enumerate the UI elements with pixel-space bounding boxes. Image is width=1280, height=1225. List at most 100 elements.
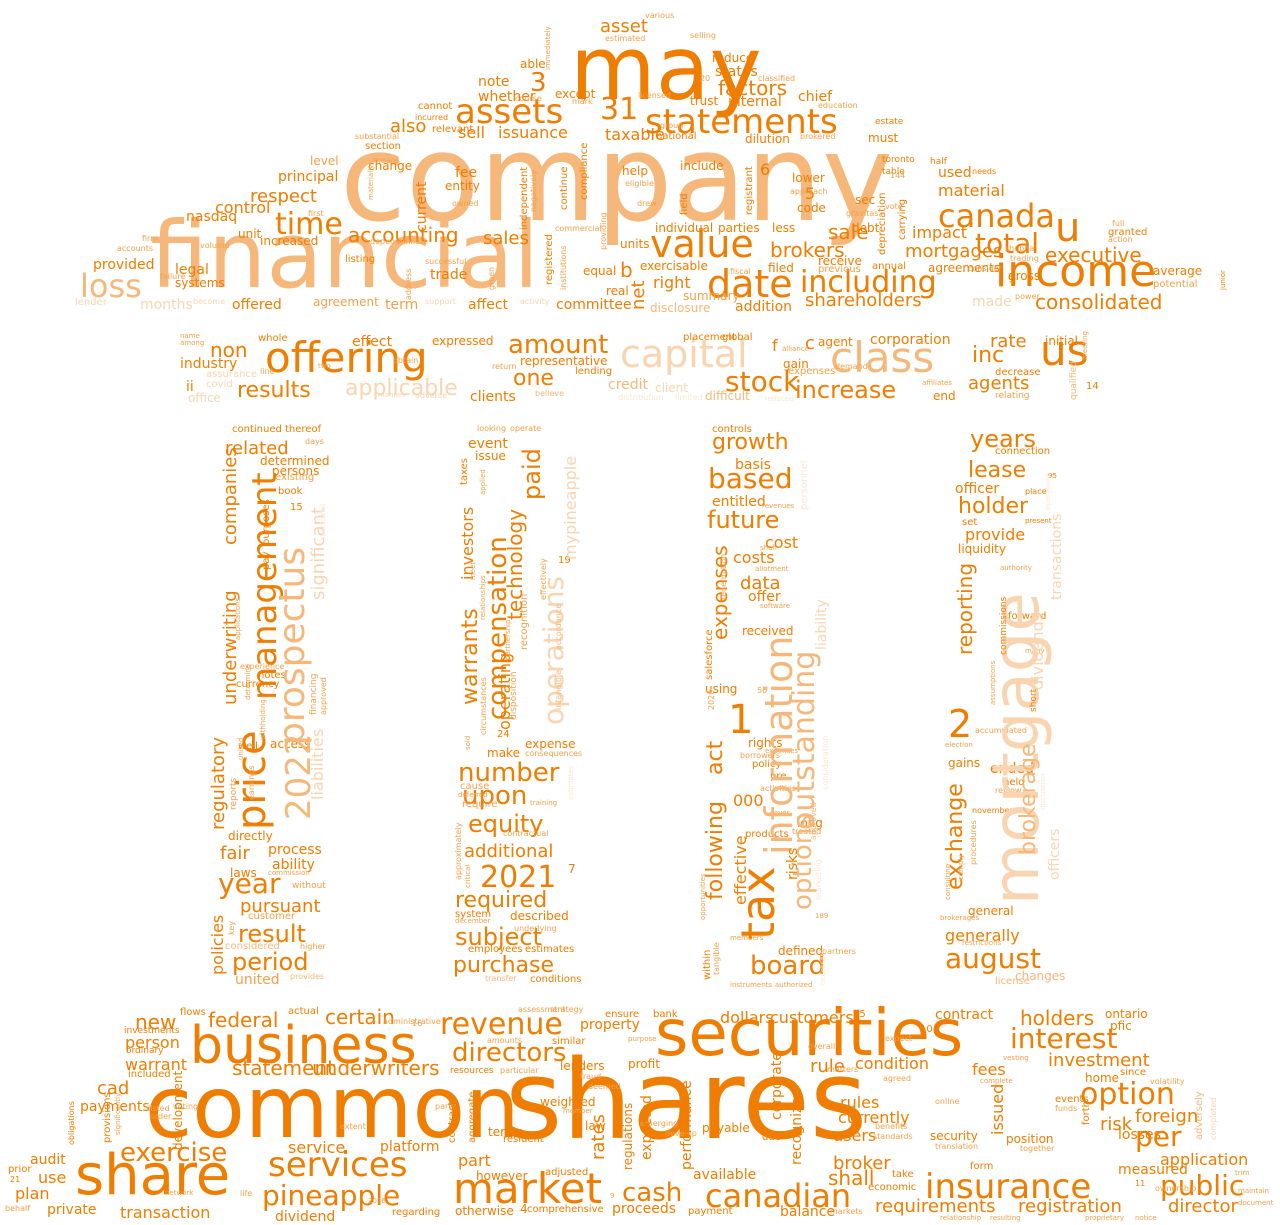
cloud-word: long [797, 816, 823, 830]
cloud-word: allotment [755, 565, 789, 573]
cloud-word: rates [588, 1114, 609, 1160]
cloud-word: demand [835, 362, 868, 371]
cloud-word: successful [319, 503, 327, 540]
cloud-word: rate [990, 331, 1027, 352]
cloud-word: risks [785, 847, 801, 880]
cloud-word: salesforce [704, 629, 715, 680]
cloud-word: years [970, 425, 1037, 453]
cloud-word: online [935, 1097, 960, 1106]
cloud-word: shah [760, 544, 777, 552]
cloud-word: authority [1000, 564, 1032, 572]
cloud-word: fiscal [730, 267, 751, 276]
cloud-word: notes [258, 670, 286, 681]
cloud-word: annual [872, 261, 907, 272]
cloud-word: code [797, 201, 826, 215]
cloud-word: redemption [719, 553, 728, 600]
cloud-word: note [478, 74, 510, 90]
cloud-word: described [510, 909, 569, 923]
cloud-word: offering [265, 333, 428, 382]
cloud-word: conditions [530, 974, 582, 985]
cloud-word: condition [855, 1054, 929, 1073]
cloud-word: 2 [948, 702, 973, 746]
cloud-word: sell [458, 123, 486, 142]
cloud-word: 5 [805, 184, 816, 203]
cloud-word: held [1003, 777, 1025, 788]
cloud-word: exercise [120, 1138, 228, 1168]
cloud-word: level [310, 154, 339, 168]
cloud-word: limited [675, 393, 703, 402]
cloud-word: potential [1153, 279, 1198, 290]
cloud-word: consolidated [1035, 290, 1163, 314]
cloud-word: negatively [529, 170, 538, 212]
cloud-word: place [1025, 487, 1047, 496]
cloud-word: employees [468, 944, 523, 955]
cloud-word: measured [1118, 1162, 1188, 1178]
cloud-word: emerging [640, 1119, 679, 1128]
cloud-word: 15 [290, 502, 303, 513]
cloud-word: previous [818, 264, 861, 275]
cloud-word: many [1025, 647, 1045, 655]
cloud-word: fraud [580, 1072, 602, 1081]
cloud-word: respect [250, 186, 317, 207]
cloud-word: determined [260, 454, 330, 468]
cloud-word: make [487, 746, 520, 760]
cloud-word: united [235, 972, 280, 988]
cloud-word: applications [234, 597, 242, 640]
cloud-word: funds [1055, 1104, 1078, 1113]
cloud-word: approximately [454, 822, 463, 881]
cloud-word: considered [225, 941, 280, 952]
cloud-word: right [653, 273, 691, 292]
cloud-word: adversely [1194, 1091, 1205, 1140]
cloud-word: 50 [757, 686, 768, 695]
cloud-word: shareholders [805, 290, 922, 311]
cloud-word: administrative [383, 1017, 441, 1026]
cloud-word: withholding [259, 699, 267, 740]
cloud-word: two [318, 362, 331, 370]
cloud-word: effect [352, 334, 393, 350]
cloud-word: payments [80, 1099, 150, 1115]
cloud-word: prospectus [272, 546, 313, 745]
cloud-word: extent [340, 1122, 366, 1131]
cloud-word: addition [735, 299, 793, 315]
cloud-word: volatility [1150, 1077, 1185, 1086]
cloud-word: relationship [940, 1214, 982, 1222]
cloud-word: mypineapple [561, 455, 580, 560]
cloud-word: placement [683, 332, 737, 343]
cloud-word: system [455, 909, 492, 920]
cloud-word: stock [725, 365, 800, 398]
cloud-word: needs [972, 167, 997, 176]
cloud-word: liquidity [958, 542, 1006, 556]
cloud-word: assurance [206, 369, 258, 380]
cloud-word: offer [748, 589, 781, 605]
cloud-word: gravitas [846, 209, 879, 218]
cloud-word: purchase [453, 953, 554, 978]
cloud-word: unit [238, 227, 262, 241]
cloud-word: policy [752, 759, 782, 770]
cloud-word: operate [510, 424, 542, 433]
cloud-word: 19 [558, 555, 571, 566]
cloud-word: obtain [393, 356, 419, 365]
cloud-word: statements [645, 102, 838, 142]
cloud-word: year [218, 867, 281, 900]
cloud-word: partners [822, 947, 856, 956]
cloud-word: meet [469, 561, 477, 580]
cloud-word: approved [809, 802, 818, 840]
cloud-word: equal [583, 264, 617, 278]
cloud-word: training [530, 799, 558, 807]
cloud-word: time [275, 207, 343, 242]
cloud-word: new [135, 1010, 177, 1034]
cloud-word: earnings [247, 765, 256, 800]
cloud-word: first [308, 209, 324, 218]
cloud-word: shares [505, 1036, 868, 1164]
cloud-word: taxes [459, 457, 470, 485]
cloud-word: 9 [610, 1192, 615, 1200]
cloud-word: order [150, 1112, 172, 1121]
cloud-word: relating [995, 391, 1030, 401]
cloud-word: network [165, 1189, 194, 1197]
cloud-word: us [1040, 326, 1089, 375]
cloud-word: mortgages [905, 241, 1003, 262]
cloud-word: service [288, 1138, 346, 1157]
cloud-word: controls [712, 424, 752, 435]
cloud-word: agreement [313, 295, 379, 309]
cloud-word: received [742, 624, 794, 638]
